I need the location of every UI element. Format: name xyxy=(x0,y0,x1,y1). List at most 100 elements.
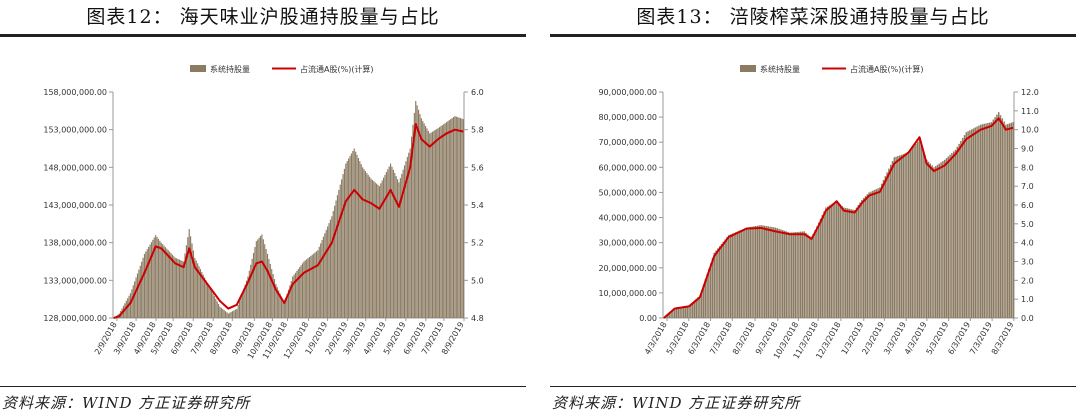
holding-bar xyxy=(871,190,874,318)
holding-bar xyxy=(792,232,795,318)
holding-bar xyxy=(162,244,164,318)
holding-bar xyxy=(290,280,292,318)
holding-bar xyxy=(195,260,197,318)
holding-bar xyxy=(753,226,755,318)
holding-bar xyxy=(758,225,761,318)
y-left-tick-label: 158,000,000.00 xyxy=(43,88,107,97)
holding-bar xyxy=(364,171,366,318)
holding-bar xyxy=(180,260,182,318)
holding-bar xyxy=(954,149,957,318)
holding-bar xyxy=(907,152,910,318)
title-rule-right xyxy=(550,34,1076,37)
holding-bar xyxy=(992,119,995,319)
source-rule-left xyxy=(0,386,526,387)
holding-bar xyxy=(846,208,849,318)
holding-bar xyxy=(884,176,887,318)
holding-bar xyxy=(167,250,169,318)
holding-bar xyxy=(315,251,318,318)
holding-bar xyxy=(774,227,777,318)
holding-bar xyxy=(216,301,218,318)
holding-bar xyxy=(823,211,825,318)
holding-bar xyxy=(157,238,160,318)
y-right-tick-label: 0.0 xyxy=(1021,314,1034,323)
holding-bar xyxy=(776,228,779,318)
holding-bar xyxy=(783,230,786,318)
holding-bar xyxy=(447,121,449,318)
holding-bar xyxy=(377,184,379,318)
holding-bar xyxy=(415,101,417,318)
holding-bar xyxy=(889,164,892,318)
holding-bar xyxy=(218,304,220,318)
holding-bar xyxy=(918,139,921,318)
y-left-tick-label: 30,000,000.00 xyxy=(598,239,657,248)
holding-bar xyxy=(1001,118,1004,319)
holding-bar xyxy=(819,218,822,318)
holding-bar xyxy=(219,306,221,318)
y-right-tick-label: 1.0 xyxy=(1021,295,1034,304)
holding-bar xyxy=(981,124,984,318)
holding-bar xyxy=(320,243,322,318)
holding-bar xyxy=(152,239,154,318)
holding-bar xyxy=(395,176,397,318)
holding-bar xyxy=(244,284,246,318)
holding-bar xyxy=(443,124,445,318)
source-note-right: 资料来源：WIND 方正证券研究所 xyxy=(552,394,801,412)
holding-bar xyxy=(212,293,214,318)
holding-bar xyxy=(234,309,236,318)
holding-bar xyxy=(430,132,432,318)
holding-bar xyxy=(230,311,232,318)
holding-bar xyxy=(197,263,199,318)
holding-bar xyxy=(429,133,431,318)
holding-bar xyxy=(233,310,235,318)
holding-bar xyxy=(459,118,462,319)
holding-bar xyxy=(772,227,775,318)
holding-bar xyxy=(735,232,737,318)
holding-bar xyxy=(380,183,382,318)
holding-bar xyxy=(706,274,708,318)
holding-bar xyxy=(417,109,420,318)
holding-bar xyxy=(128,295,130,318)
holding-bar xyxy=(225,311,227,318)
holding-bar xyxy=(236,308,238,318)
holding-bar xyxy=(397,179,399,318)
holding-bar xyxy=(258,237,260,318)
holding-bar xyxy=(850,209,852,318)
holding-bar xyxy=(965,132,968,318)
holding-bar xyxy=(438,127,441,318)
holding-bar xyxy=(458,117,460,318)
holding-bar xyxy=(448,120,450,319)
holding-bar xyxy=(913,145,915,318)
holding-bar xyxy=(803,231,806,318)
holding-bar xyxy=(1005,124,1007,318)
holding-bar xyxy=(688,305,690,318)
holding-bar xyxy=(987,122,989,318)
holding-bar xyxy=(300,265,302,318)
holding-bar xyxy=(925,159,928,318)
holding-bar xyxy=(709,263,712,318)
holding-bar xyxy=(789,232,791,318)
holding-bar xyxy=(325,229,327,318)
holding-bar xyxy=(310,255,312,318)
holding-bar xyxy=(693,300,696,318)
holding-bar xyxy=(745,227,748,318)
holding-bar xyxy=(873,189,876,318)
holding-bar xyxy=(781,230,784,318)
holding-bar xyxy=(837,202,840,318)
holding-bar xyxy=(967,131,969,318)
holding-bar xyxy=(352,151,354,318)
holding-bar xyxy=(821,215,824,318)
holding-bar xyxy=(294,272,297,318)
chart-panel-right: 图表13： 涪陵榨菜深股通持股量与占比 0.00 10,000,000.00 20,… xyxy=(550,0,1076,420)
holding-bar xyxy=(832,203,834,318)
holding-bar xyxy=(276,287,278,318)
holding-bar xyxy=(431,131,434,318)
y-left-tick-label: 50,000,000.00 xyxy=(598,188,657,197)
holding-bar xyxy=(979,124,982,318)
holding-bar xyxy=(306,259,308,318)
holding-bar xyxy=(916,141,919,318)
holding-bar xyxy=(181,260,183,318)
holding-bar xyxy=(243,288,245,318)
holding-bar xyxy=(796,231,798,318)
holding-bar xyxy=(251,258,253,318)
holding-bar xyxy=(155,235,157,318)
